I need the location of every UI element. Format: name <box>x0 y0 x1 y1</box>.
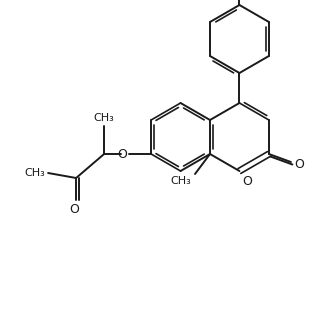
Text: CH₃: CH₃ <box>170 176 191 186</box>
Text: CH₃: CH₃ <box>24 168 45 178</box>
Text: O: O <box>294 158 304 170</box>
Text: O: O <box>117 148 127 160</box>
Text: O: O <box>69 203 79 216</box>
Text: O: O <box>242 175 252 188</box>
Text: CH₃: CH₃ <box>94 113 114 123</box>
